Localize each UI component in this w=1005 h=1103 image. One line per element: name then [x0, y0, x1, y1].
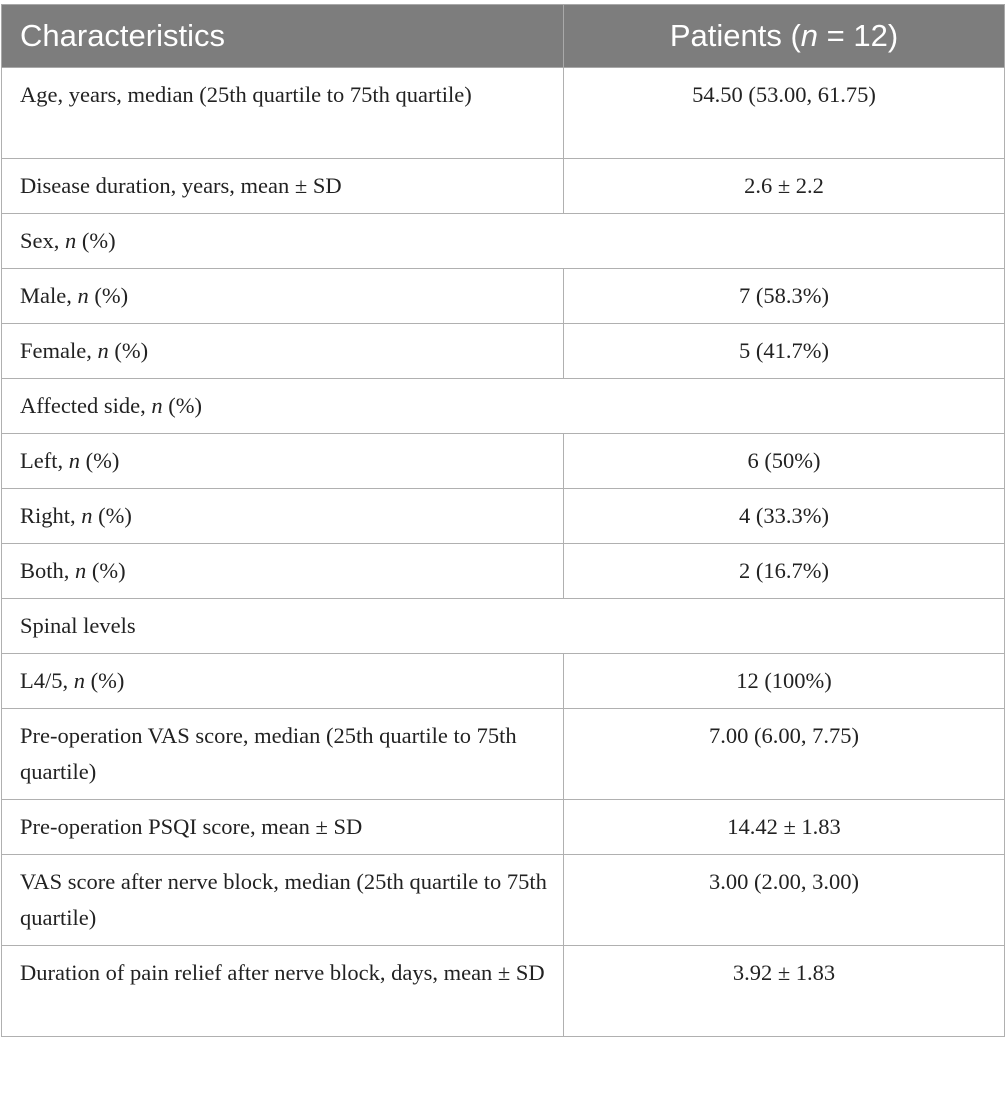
row-label-pre: Left,	[20, 448, 69, 473]
row-label-post: (%)	[76, 228, 116, 253]
row-label: Disease duration, years, mean ± SD	[1, 158, 564, 214]
row-label-post: (%)	[108, 338, 149, 363]
row-label: Left, n (%)	[1, 433, 564, 489]
row-value: 4 (33.3%)	[563, 488, 1005, 544]
row-label: L4/5, n (%)	[1, 653, 564, 709]
row-label: Pre-operation VAS score, median (25th qu…	[1, 708, 564, 800]
row-label-pre: Both,	[20, 558, 76, 583]
row-label-n: n	[75, 558, 87, 583]
table-row-spinal-levels-section: Spinal levels	[1, 598, 1005, 654]
row-label-post: (%)	[162, 393, 203, 418]
row-label: Age, years, median (25th quartile to 75t…	[1, 67, 564, 159]
row-value: 14.42 ± 1.83	[563, 799, 1005, 855]
row-label-post: (%)	[79, 448, 120, 473]
header-characteristics: Characteristics	[1, 4, 564, 68]
row-value: 2 (16.7%)	[563, 543, 1005, 599]
row-label-n: n	[81, 503, 93, 528]
table-row-vas-after-block: VAS score after nerve block, median (25t…	[1, 854, 1005, 946]
table-row-affected-side-section: Affected side, n (%)	[1, 378, 1005, 434]
row-label-pre: L4/5,	[20, 668, 74, 693]
row-value: 2.6 ± 2.2	[563, 158, 1005, 214]
row-label-pre: Male,	[20, 283, 78, 308]
row-label-post: (%)	[92, 503, 132, 528]
row-value: 3.00 (2.00, 3.00)	[563, 854, 1005, 946]
row-value: 3.92 ± 1.83	[563, 945, 1005, 1037]
header-patients-n: n	[800, 18, 819, 53]
row-label-pre: Female,	[20, 338, 98, 363]
table-row-male: Male, n (%) 7 (58.3%)	[1, 268, 1005, 324]
row-label-post: (%)	[88, 283, 129, 308]
table-row-pre-op-psqi: Pre-operation PSQI score, mean ± SD 14.4…	[1, 799, 1005, 855]
row-label: Sex, n (%)	[1, 213, 1005, 269]
row-value: 5 (41.7%)	[563, 323, 1005, 379]
row-label: Pre-operation PSQI score, mean ± SD	[1, 799, 564, 855]
row-label: Duration of pain relief after nerve bloc…	[1, 945, 564, 1037]
header-patients-prefix: Patients (	[669, 18, 801, 53]
row-label-n: n	[97, 338, 109, 363]
row-label-pre: Affected side,	[20, 393, 152, 418]
table-row-age: Age, years, median (25th quartile to 75t…	[1, 67, 1005, 159]
table-row-both: Both, n (%) 2 (16.7%)	[1, 543, 1005, 599]
table-row-disease-duration: Disease duration, years, mean ± SD 2.6 ±…	[1, 158, 1005, 214]
table-row-pre-op-vas: Pre-operation VAS score, median (25th qu…	[1, 708, 1005, 800]
table-row-pain-relief-duration: Duration of pain relief after nerve bloc…	[1, 945, 1005, 1037]
table-row-sex-section: Sex, n (%)	[1, 213, 1005, 269]
characteristics-table: Characteristics Patients (n = 12) Age, y…	[1, 4, 1005, 1037]
header-patients: Patients (n = 12)	[563, 4, 1005, 68]
row-label-pre: Sex,	[20, 228, 65, 253]
row-label-n: n	[68, 448, 80, 473]
row-label-n: n	[73, 668, 85, 693]
row-label-n: n	[65, 228, 77, 253]
table-row-female: Female, n (%) 5 (41.7%)	[1, 323, 1005, 379]
table-header-row: Characteristics Patients (n = 12)	[1, 4, 1005, 68]
header-patients-suffix: = 12)	[818, 18, 899, 53]
row-label-n: n	[77, 283, 89, 308]
row-value: 7.00 (6.00, 7.75)	[563, 708, 1005, 800]
row-label: Male, n (%)	[1, 268, 564, 324]
row-label-post: (%)	[85, 668, 125, 693]
row-label-post: (%)	[86, 558, 126, 583]
row-value: 6 (50%)	[563, 433, 1005, 489]
table-row-left: Left, n (%) 6 (50%)	[1, 433, 1005, 489]
row-label: Spinal levels	[1, 598, 1005, 654]
row-label: Both, n (%)	[1, 543, 564, 599]
row-label: Affected side, n (%)	[1, 378, 1005, 434]
row-label-pre: Right,	[20, 503, 82, 528]
row-value: 54.50 (53.00, 61.75)	[563, 67, 1005, 159]
row-label-n: n	[151, 393, 163, 418]
row-value: 7 (58.3%)	[563, 268, 1005, 324]
row-label: VAS score after nerve block, median (25t…	[1, 854, 564, 946]
row-label: Right, n (%)	[1, 488, 564, 544]
table-row-right: Right, n (%) 4 (33.3%)	[1, 488, 1005, 544]
table-container: Characteristics Patients (n = 12) Age, y…	[1, 4, 1005, 1037]
row-label: Female, n (%)	[1, 323, 564, 379]
table-row-l45: L4/5, n (%) 12 (100%)	[1, 653, 1005, 709]
row-value: 12 (100%)	[563, 653, 1005, 709]
